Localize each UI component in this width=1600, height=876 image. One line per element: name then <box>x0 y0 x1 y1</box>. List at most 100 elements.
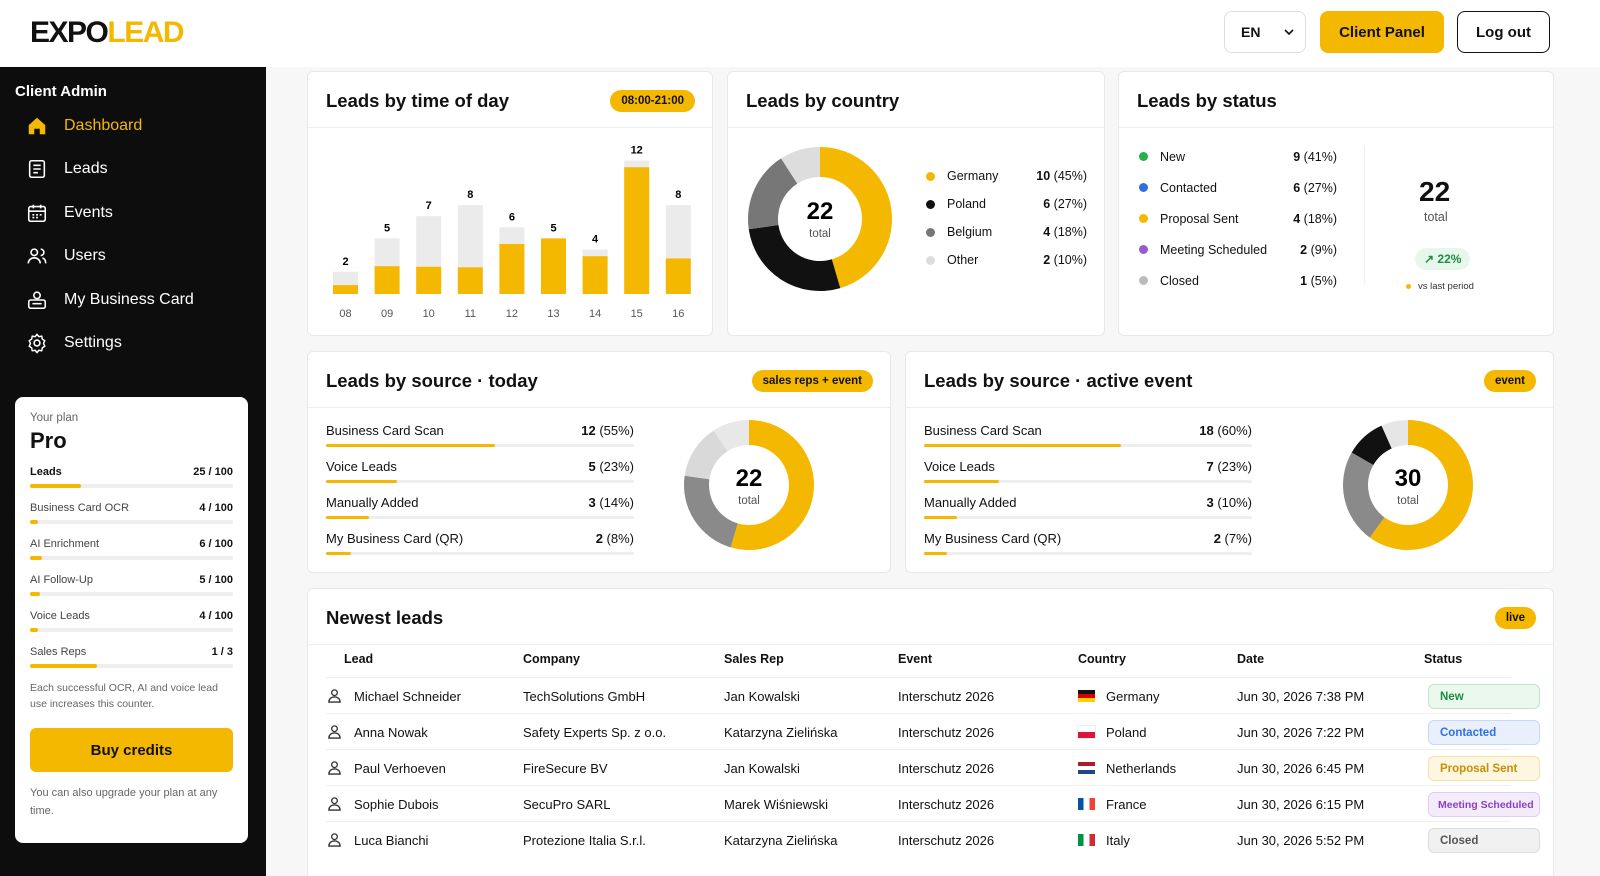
column-header[interactable]: Country <box>1078 652 1126 666</box>
language-select[interactable]: EN <box>1224 11 1306 53</box>
legend-count: 4 <box>1043 225 1051 239</box>
source-row: My Business Card (QR) 2 (7%) <box>924 531 1252 555</box>
cell-rep: Katarzyna Zielińska <box>724 833 838 848</box>
meter-label: Business Card OCR <box>30 502 130 514</box>
source-value: 18 (60%) <box>1199 423 1252 438</box>
legend-label: Meeting Scheduled <box>1160 242 1268 257</box>
plan-label: Your plan <box>30 412 79 424</box>
legend-percent: (18%) <box>1303 211 1337 226</box>
status-legend-item: Proposal Sent 4 (18%) <box>1139 203 1337 234</box>
legend-label: Belgium <box>947 225 993 239</box>
source-row: Business Card Scan 18 (60%) <box>924 423 1252 447</box>
leads-icon <box>28 160 46 179</box>
source-row: Voice Leads 5 (23%) <box>326 459 634 483</box>
source-count: 3 <box>1206 495 1214 510</box>
country-name: Italy <box>1106 833 1130 848</box>
legend-percent: (10%) <box>1053 253 1087 267</box>
sidebar-item-dashboard[interactable]: Dashboard <box>0 104 266 148</box>
meter-fill <box>30 592 41 596</box>
legend-value: 1 (5%) <box>1292 274 1337 288</box>
column-header[interactable]: Event <box>898 652 933 666</box>
sidebar-item-settings[interactable]: Settings <box>0 322 266 366</box>
sidebar-item-label: Users <box>64 247 106 265</box>
plan-name: Pro <box>30 428 67 453</box>
legend-value: 2 (10%) <box>1027 253 1087 267</box>
legend-percent: (27%) <box>1303 180 1337 195</box>
table-row[interactable]: Luca Bianchi Protezione Italia S.r.l. Kata… <box>326 821 1540 856</box>
trend-note: vs last period <box>1406 281 1474 292</box>
column-header[interactable]: Sales Rep <box>724 652 784 666</box>
column-header[interactable]: Status <box>1424 652 1463 666</box>
cell-event: Interschutz 2026 <box>898 797 995 812</box>
donut-total-label: total <box>809 228 831 240</box>
leads-by-time-card: Leads by time of day 08:00-21:00 2 08 5 09 7… <box>307 71 713 336</box>
table-row[interactable]: Anna Nowak Safety Experts Sp. z o.o. Katar… <box>326 713 1540 748</box>
donut-total: 22 <box>736 465 763 492</box>
bar-value-label: 8 <box>675 189 681 201</box>
sidebar-item-leads[interactable]: Leads <box>0 148 266 192</box>
meter-label: Leads <box>30 466 62 478</box>
flag-icon <box>1078 834 1095 846</box>
language-value: EN <box>1241 24 1261 40</box>
buy-credits-button[interactable]: Buy credits <box>30 728 233 772</box>
legend-count: 9 <box>1293 149 1301 164</box>
source-value: 2 (7%) <box>1214 531 1252 546</box>
x-tick-label: 15 <box>631 308 643 320</box>
meter-value: 6 / 100 <box>199 538 233 550</box>
source-percent: (55%) <box>599 423 634 438</box>
bar-highlight <box>457 267 483 294</box>
source-bar <box>326 516 634 519</box>
donut-total-label: total <box>1397 495 1419 507</box>
logo[interactable]: EXPOLEAD <box>30 16 185 49</box>
legend-label: Poland <box>947 197 986 211</box>
donut-total-label: total <box>738 495 760 507</box>
sidebar-item-label: Settings <box>64 334 122 352</box>
users-icon <box>27 248 47 264</box>
meter-bar <box>30 628 233 632</box>
business-card-icon <box>27 291 47 309</box>
logout-button[interactable]: Log out <box>1457 11 1550 53</box>
source-row: Manually Added 3 (10%) <box>924 495 1252 519</box>
sidebar-item-my-business-card[interactable]: My Business Card <box>0 278 266 322</box>
user-icon <box>328 797 341 811</box>
legend-swatch <box>1139 152 1148 161</box>
meter-value: 4 / 100 <box>199 502 233 514</box>
source-count: 2 <box>595 531 603 546</box>
source-count: 5 <box>588 459 596 474</box>
source-bar <box>326 552 634 555</box>
sidebar-item-events[interactable]: Events <box>0 191 266 235</box>
table-row[interactable]: Paul Verhoeven FireSecure BV Jan Kowalski I… <box>326 749 1540 784</box>
legend-swatch <box>1139 276 1148 285</box>
bar-value-label: 2 <box>342 256 348 268</box>
usage-meter: Voice Leads 4 / 100 <box>30 610 233 632</box>
donut-slice <box>1343 452 1385 538</box>
sidebar-item-users[interactable]: Users <box>0 235 266 279</box>
cell-rep: Jan Kowalski <box>724 761 800 776</box>
source-row: Voice Leads 7 (23%) <box>924 459 1252 483</box>
country-legend: Germany 10 (45%) Poland 6 (27%) Belgium 4 (18… <box>926 162 1087 274</box>
column-header[interactable]: Lead <box>344 652 374 666</box>
table-row[interactable]: Michael Schneider TechSolutions GmbH Jan K… <box>326 677 1540 712</box>
chevron-down-icon <box>1284 29 1294 36</box>
sidebar-item-label: My Business Card <box>64 290 194 308</box>
column-header[interactable]: Date <box>1237 652 1265 666</box>
x-tick-label: 09 <box>381 308 393 320</box>
x-tick-label: 10 <box>423 308 435 320</box>
meter-fill <box>30 628 39 632</box>
source-bar-fill <box>326 552 351 555</box>
legend-swatch <box>1139 245 1148 254</box>
column-header[interactable]: Company <box>523 652 580 666</box>
legend-label: New <box>1160 149 1186 164</box>
home-icon <box>28 117 46 134</box>
cell-date: Jun 30, 2026 6:15 PM <box>1237 797 1365 812</box>
legend-swatch <box>926 171 935 181</box>
plan-note: Each successful OCR, AI and voice lead u… <box>30 682 218 710</box>
legend-item: Belgium 4 (18%) <box>926 218 1087 246</box>
client-panel-button[interactable]: Client Panel <box>1320 11 1444 53</box>
meter-bar <box>30 520 233 524</box>
source-count: 3 <box>588 495 596 510</box>
cell-country: Netherlands <box>1078 761 1176 776</box>
gear-icon <box>28 333 46 354</box>
meter-value: 5 / 100 <box>199 574 233 586</box>
table-row[interactable]: Sophie Dubois SecuPro SARL Marek Wiśniewsk… <box>326 785 1540 820</box>
